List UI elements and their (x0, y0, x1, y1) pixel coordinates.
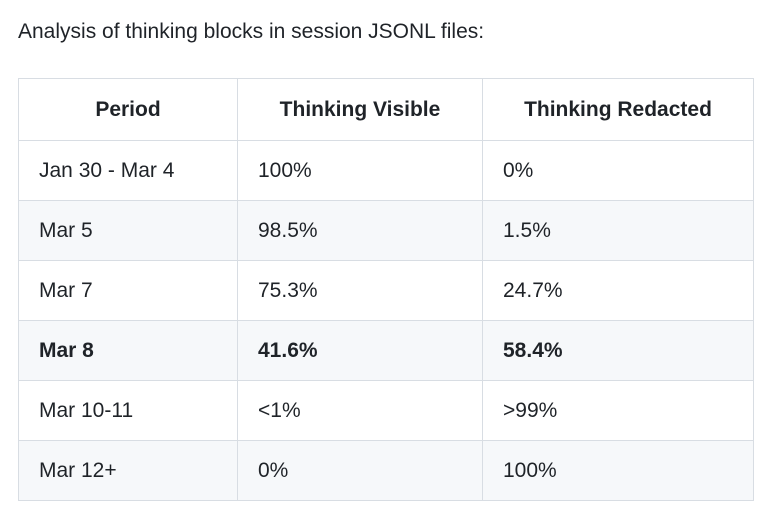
cell-thinking-visible: 100% (237, 140, 483, 201)
cell-period: Mar 10-11 (18, 380, 238, 441)
table-row: Mar 7 75.3% 24.7% (18, 260, 754, 321)
cell-thinking-redacted: 1.5% (482, 200, 754, 261)
cell-period: Mar 5 (18, 200, 238, 261)
cell-thinking-redacted: 58.4% (482, 320, 754, 381)
table-row: Jan 30 - Mar 4 100% 0% (18, 140, 754, 201)
column-header-period: Period (18, 78, 238, 141)
table-row: Mar 5 98.5% 1.5% (18, 200, 754, 261)
cell-thinking-redacted: 100% (482, 440, 754, 501)
cell-thinking-redacted: 24.7% (482, 260, 754, 321)
cell-period: Jan 30 - Mar 4 (18, 140, 238, 201)
page-title: Analysis of thinking blocks in session J… (18, 20, 485, 43)
cell-thinking-redacted: 0% (482, 140, 754, 201)
cell-period: Mar 8 (18, 320, 238, 381)
cell-period: Mar 7 (18, 260, 238, 321)
table-row: Mar 12+ 0% 100% (18, 440, 754, 501)
cell-thinking-visible: 0% (237, 440, 483, 501)
table-header: Period Thinking Visible Thinking Redacte… (18, 78, 754, 141)
table-body: Jan 30 - Mar 4 100% 0% Mar 5 98.5% 1.5% … (18, 140, 754, 501)
cell-thinking-visible: <1% (237, 380, 483, 441)
thinking-blocks-table: Period Thinking Visible Thinking Redacte… (18, 78, 754, 501)
cell-thinking-visible: 98.5% (237, 200, 483, 261)
table-row: Mar 8 41.6% 58.4% (18, 320, 754, 381)
cell-thinking-visible: 41.6% (237, 320, 483, 381)
cell-thinking-visible: 75.3% (237, 260, 483, 321)
cell-period: Mar 12+ (18, 440, 238, 501)
table-row: Mar 10-11 <1% >99% (18, 380, 754, 441)
column-header-thinking-redacted: Thinking Redacted (482, 78, 754, 141)
header-row: Period Thinking Visible Thinking Redacte… (18, 78, 754, 141)
cell-thinking-redacted: >99% (482, 380, 754, 441)
column-header-thinking-visible: Thinking Visible (237, 78, 483, 141)
